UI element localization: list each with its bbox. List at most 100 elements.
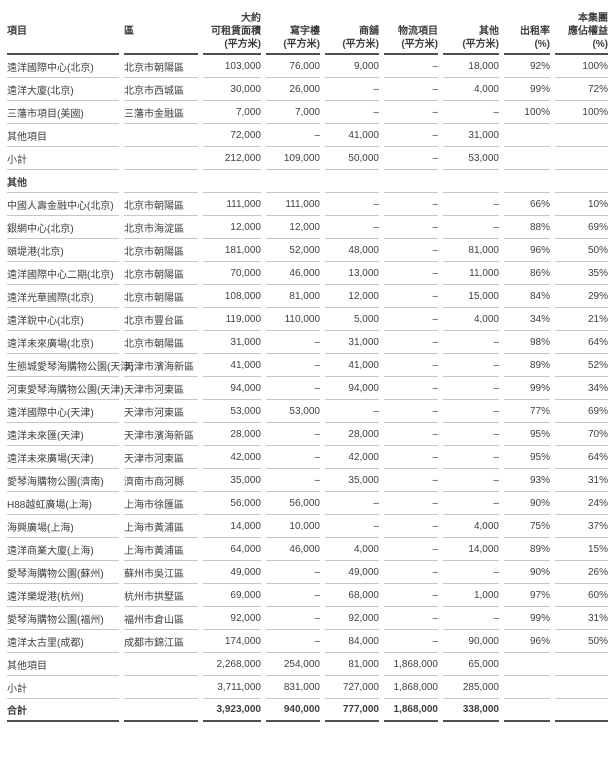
value-cell: 212,000 (203, 147, 261, 170)
value-cell: 111,000 (203, 193, 261, 216)
table-row: 河東愛琴海購物公園(天津) 天津市河東區 94,000–94,000– –99% 34% (7, 377, 608, 400)
value-cell: – (384, 216, 438, 239)
value-cell: 338,000 (443, 699, 499, 722)
value-cell: – (384, 469, 438, 492)
project-name: 遠洋樂堤港(杭州) (7, 584, 119, 607)
value-cell (555, 699, 608, 722)
table-row: 遠洋光華國際(北京) 北京市朝陽區 108,000 81,000 12,000–15,0… (7, 285, 608, 308)
value-cell: – (325, 78, 379, 101)
value-cell: 69% (555, 400, 608, 423)
table-row: 海興廣場(上海) 上海市黃浦區 14,000 10,000– –4,000 75% 37% (7, 515, 608, 538)
district: 北京市朝陽區 (124, 331, 198, 354)
section-header-row: 其他 (7, 170, 608, 193)
value-cell: – (384, 78, 438, 101)
value-cell: 84,000 (325, 630, 379, 653)
value-cell: – (443, 400, 499, 423)
value-cell: – (325, 492, 379, 515)
table-row: 遠洋銳中心(北京) 北京市豐台區 119,000 110,000 5,000–4,000… (7, 308, 608, 331)
value-cell: 29% (555, 285, 608, 308)
value-cell (266, 170, 320, 193)
value-cell: 110,000 (266, 308, 320, 331)
project-name: 中國人壽金融中心(北京) (7, 193, 119, 216)
value-cell: 46,000 (266, 538, 320, 561)
table-row: 遠洋商業大廈(上海) 上海市黃浦區 64,000 46,000 4,000–14,000… (7, 538, 608, 561)
header-row: 項目區大約 可租賃面積 (平方米) 寫字樓 (平方米) 商舖 (平方米) 物流項目 (平方米) 其… (7, 2, 608, 55)
district (124, 676, 198, 699)
column-header-group-interest: 本集團 應佔權益 (%) (555, 2, 608, 55)
district: 蘇州市吳江區 (124, 561, 198, 584)
value-cell: – (384, 262, 438, 285)
value-cell (504, 676, 550, 699)
value-cell: 109,000 (266, 147, 320, 170)
value-cell: – (266, 423, 320, 446)
value-cell: 89% (504, 538, 550, 561)
value-cell: – (443, 469, 499, 492)
district: 福州市倉山區 (124, 607, 198, 630)
value-cell: – (443, 377, 499, 400)
value-cell: 42,000 (203, 446, 261, 469)
value-cell: 11,000 (443, 262, 499, 285)
value-cell: 28,000 (203, 423, 261, 446)
value-cell: 940,000 (266, 699, 320, 722)
district (124, 147, 198, 170)
table-row: H88越虹廣場(上海) 上海市徐匯區 56,000 56,000– – –90% 24% (7, 492, 608, 515)
district: 上海市黃浦區 (124, 515, 198, 538)
value-cell: 100% (504, 101, 550, 124)
value-cell: 70% (555, 423, 608, 446)
value-cell (504, 699, 550, 722)
value-cell: – (266, 377, 320, 400)
district: 上海市黃浦區 (124, 538, 198, 561)
column-header-district: 區 (124, 2, 198, 55)
value-cell: – (443, 193, 499, 216)
column-header-logistics-line: (平方米) (401, 39, 438, 50)
value-cell: – (384, 492, 438, 515)
value-cell (384, 170, 438, 193)
value-cell: – (325, 216, 379, 239)
project-name: 遠洋大廈(北京) (7, 78, 119, 101)
district: 天津市河東區 (124, 377, 198, 400)
value-cell: 49,000 (325, 561, 379, 584)
value-cell (504, 147, 550, 170)
value-cell: 3,711,000 (203, 676, 261, 699)
value-cell: 99% (504, 607, 550, 630)
value-cell: 12,000 (325, 285, 379, 308)
value-cell: 64,000 (203, 538, 261, 561)
value-cell: 97% (504, 584, 550, 607)
project-name: 小計 (7, 676, 119, 699)
value-cell: 88% (504, 216, 550, 239)
value-cell: 90% (504, 492, 550, 515)
value-cell: 12,000 (266, 216, 320, 239)
value-cell: 10,000 (266, 515, 320, 538)
value-cell: 53,000 (266, 400, 320, 423)
value-cell: 254,000 (266, 653, 320, 676)
value-cell: 41,000 (325, 354, 379, 377)
value-cell: – (384, 147, 438, 170)
value-cell: – (325, 193, 379, 216)
value-cell: 90,000 (443, 630, 499, 653)
value-cell: 52% (555, 354, 608, 377)
value-cell: 94,000 (203, 377, 261, 400)
value-cell: 24% (555, 492, 608, 515)
column-header-retail-line: 商舖 (359, 26, 379, 37)
value-cell: – (384, 630, 438, 653)
project-name: 頤堤港(北京) (7, 239, 119, 262)
district: 天津市濱海新區 (124, 423, 198, 446)
value-cell: – (266, 331, 320, 354)
value-cell: 26% (555, 561, 608, 584)
value-cell: – (443, 216, 499, 239)
value-cell: 4,000 (443, 308, 499, 331)
value-cell: 1,868,000 (384, 676, 438, 699)
value-cell (203, 170, 261, 193)
value-cell: 41,000 (203, 354, 261, 377)
project-name: 海興廣場(上海) (7, 515, 119, 538)
value-cell: 100% (555, 101, 608, 124)
table-row: 愛琴海購物公園(蘇州) 蘇州市吳江區 49,000–49,000– –90% 26% (7, 561, 608, 584)
value-cell: 95% (504, 446, 550, 469)
table-row: 愛琴海購物公園(福州) 福州市倉山區 92,000–92,000– –99% 31% (7, 607, 608, 630)
project-name: H88越虹廣場(上海) (7, 492, 119, 515)
column-header-others: 其他 (平方米) (443, 2, 499, 55)
value-cell: 35,000 (203, 469, 261, 492)
value-cell: 72,000 (203, 124, 261, 147)
column-header-group-interest-line: (%) (592, 39, 608, 50)
district: 三藩市金融區 (124, 101, 198, 124)
